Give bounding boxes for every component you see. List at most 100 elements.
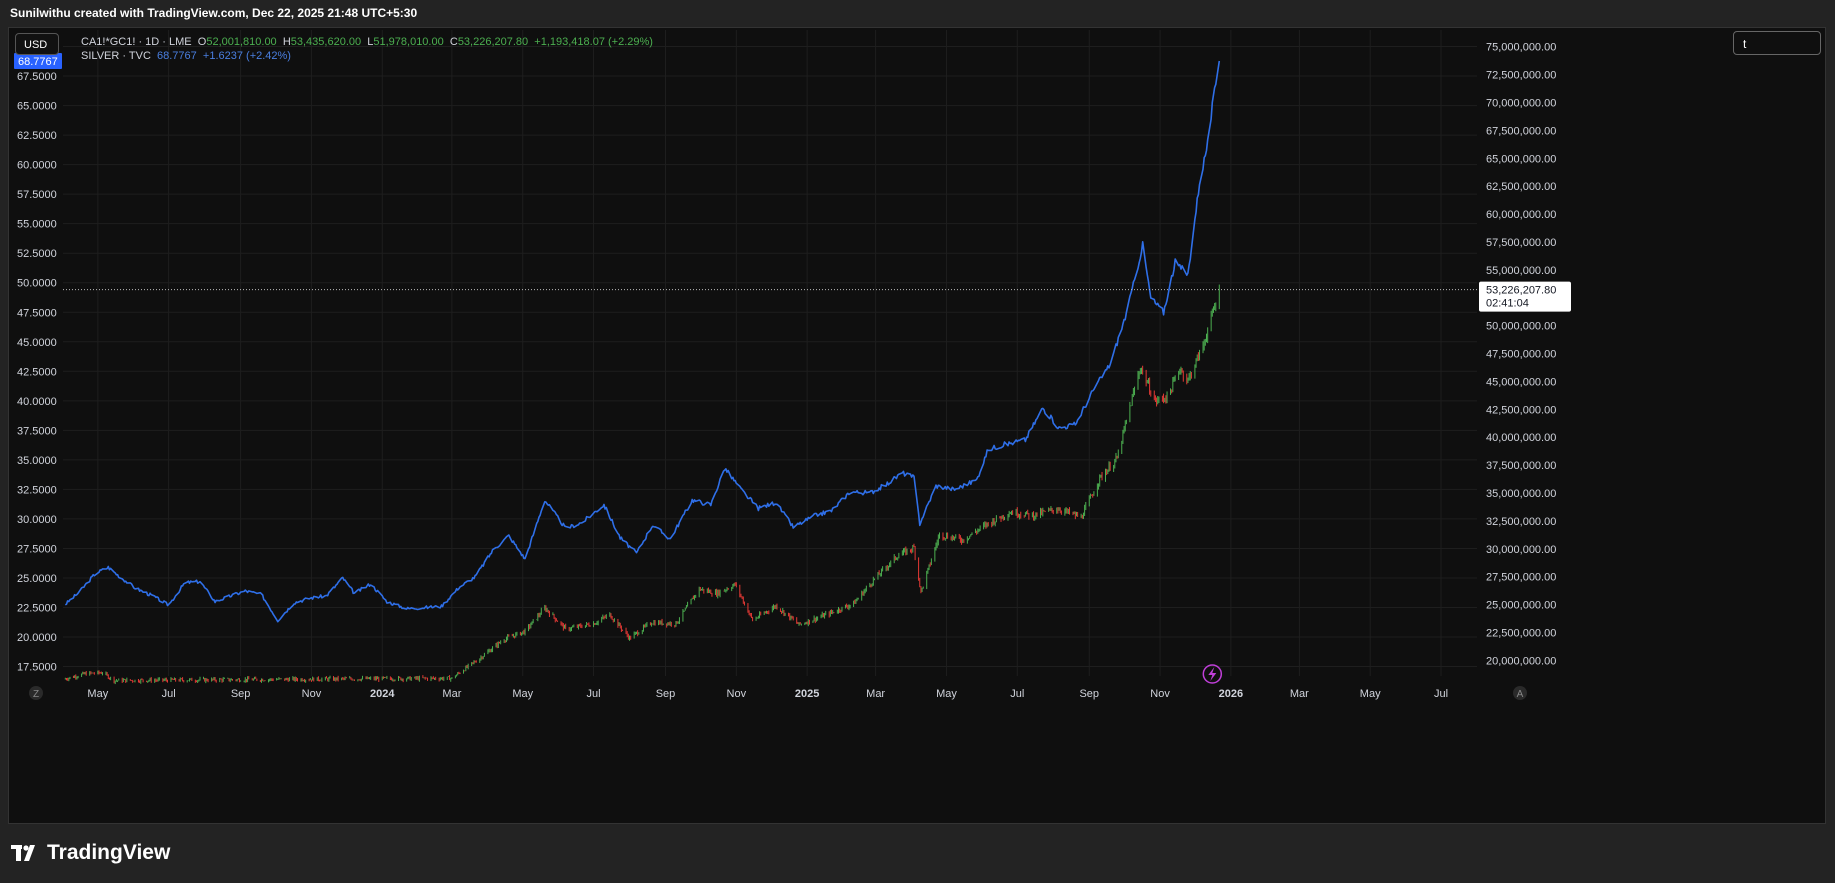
right-tick-label: 55,000,000.00: [1486, 265, 1556, 277]
tradingview-logo[interactable]: TradingView: [11, 841, 170, 865]
legend-open-label: O: [197, 36, 207, 48]
right-tick-label: 37,500,000.00: [1486, 460, 1556, 472]
x-tick-label: Nov: [302, 688, 322, 700]
right-tick-label: 40,000,000.00: [1486, 432, 1556, 444]
legend-main-row[interactable]: CA1!*GC1! · 1D · LME O52,001,810.00 H53,…: [81, 35, 653, 49]
legend-compare-value: 68.7767: [157, 50, 197, 62]
x-tick-label: Mar: [442, 688, 461, 700]
legend-low-value: 51,978,010.00: [373, 36, 444, 48]
legend-main-symbol: CA1!*GC1! · 1D · LME: [81, 36, 192, 48]
legend-open-value: 52,001,810.00: [206, 36, 277, 48]
right-tick-label: 75,000,000.00: [1486, 42, 1556, 54]
left-tick-label: 30.0000: [17, 514, 57, 526]
x-tick-label: 2024: [370, 688, 395, 700]
legend-compare-row[interactable]: SILVER · TVC 68.7767 +1.6237 (+2.42%): [81, 49, 653, 63]
right-tick-label: 47,500,000.00: [1486, 349, 1556, 361]
x-tick-label: May: [936, 688, 957, 700]
left-tick-label: 42.5000: [17, 366, 57, 378]
left-tick-label: 35.0000: [17, 455, 57, 467]
legend-high-value: 53,435,620.00: [290, 36, 362, 48]
left-tick-label: 62.5000: [17, 130, 57, 142]
footer: TradingView: [0, 824, 1835, 883]
log-scale-toggle[interactable]: [29, 686, 43, 700]
chart-panel[interactable]: May Jul Sep Nov 2024 Mar May Jul Sep Nov 2025 Mar Ma…: [8, 27, 1826, 824]
left-tick-label: 25.0000: [17, 573, 57, 585]
right-tick-label: 35,000,000.00: [1486, 488, 1556, 500]
tradingview-logo-icon: [11, 845, 35, 861]
x-tick-label: Nov: [727, 688, 747, 700]
legend-close-value: 53,226,207.80: [457, 36, 529, 48]
symbol-search-input[interactable]: t: [1733, 31, 1821, 55]
right-tick-label: 72,500,000.00: [1486, 70, 1556, 82]
right-tick-label: 57,500,000.00: [1486, 237, 1556, 249]
left-tick-label: 32.5000: [17, 484, 57, 496]
x-tick-label: Sep: [1079, 688, 1099, 700]
right-tick-label: 42,500,000.00: [1486, 404, 1556, 416]
x-tick-label: Mar: [866, 688, 885, 700]
left-tick-label: 20.0000: [17, 632, 57, 644]
left-tick-label: 52.5000: [17, 248, 57, 260]
legend-low-label: L: [367, 36, 374, 48]
silver-series-line[interactable]: [64, 60, 1221, 623]
left-price-badge-value: 68.7767: [18, 56, 58, 68]
x-tick-label: Jul: [1010, 688, 1024, 700]
right-tick-label: 67,500,000.00: [1486, 125, 1556, 137]
left-tick-label: 50.0000: [17, 278, 57, 290]
x-tick-label: Jul: [162, 688, 176, 700]
left-price-badge: [14, 52, 62, 69]
left-tick-label: 67.5000: [17, 71, 57, 83]
x-tick-label: 2025: [795, 688, 819, 700]
log-scale-toggle-label: Z: [33, 689, 39, 700]
right-tick-label: 62,500,000.00: [1486, 181, 1556, 193]
x-tick-label: Nov: [1150, 688, 1170, 700]
left-tick-label: 27.5000: [17, 543, 57, 555]
left-tick-label: 17.5000: [17, 662, 57, 674]
right-tick-label: 25,000,000.00: [1486, 600, 1556, 612]
chart-legend: CA1!*GC1! · 1D · LME O52,001,810.00 H53,…: [81, 35, 653, 63]
legend-main-change: +1,193,418.07 (+2.29%): [534, 36, 653, 48]
chart-credit: Sunilwithu created with TradingView.com,…: [0, 0, 1835, 27]
currency-button[interactable]: USD: [15, 33, 59, 55]
left-tick-label: 57.5000: [17, 189, 57, 201]
x-tick-label: May: [87, 688, 108, 700]
auto-scale-toggle-label: A: [1517, 689, 1524, 700]
price-chart[interactable]: May Jul Sep Nov 2024 Mar May Jul Sep Nov 2025 Mar Ma…: [9, 28, 1825, 823]
right-tick-label: 50,000,000.00: [1486, 321, 1556, 333]
legend-high-label: H: [282, 36, 291, 48]
x-tick-label: Mar: [1290, 688, 1309, 700]
tradingview-brand: TradingView: [47, 841, 171, 864]
right-tick-label: 27,500,000.00: [1486, 572, 1556, 584]
lightning-icon-ring: [1202, 664, 1223, 684]
x-tick-label: May: [1360, 688, 1381, 700]
left-tick-label: 45.0000: [17, 337, 57, 349]
legend-compare-symbol: SILVER · TVC: [81, 50, 151, 62]
x-tick-label: 2026: [1219, 688, 1243, 700]
legend-close-label: C: [449, 36, 458, 48]
right-tick-label: 32,500,000.00: [1486, 516, 1556, 528]
x-tick-label: Sep: [656, 688, 676, 700]
left-tick-label: 22.5000: [17, 603, 57, 615]
right-price-badge: [1479, 281, 1571, 312]
right-price-badge-value: 53,226,207.80: [1486, 285, 1556, 297]
x-tick-label: May: [512, 688, 533, 700]
right-tick-label: 70,000,000.00: [1486, 98, 1556, 110]
x-tick-label: Jul: [1434, 688, 1448, 700]
x-tick-label: Sep: [231, 688, 251, 700]
left-tick-label: 37.5000: [17, 425, 57, 437]
legend-compare-change: +1.6237 (+2.42%): [202, 50, 291, 62]
auto-scale-toggle[interactable]: [1513, 686, 1527, 700]
right-tick-label: 65,000,000.00: [1486, 153, 1556, 165]
right-price-countdown: 02:41:04: [1486, 298, 1529, 310]
lightning-icon-bolt: [1208, 667, 1217, 681]
right-tick-label: 45,000,000.00: [1486, 376, 1556, 388]
right-tick-label: 20,000,000.00: [1486, 655, 1556, 667]
x-tick-label: Jul: [587, 688, 601, 700]
right-tick-label: 30,000,000.00: [1486, 544, 1556, 556]
left-tick-label: 47.5000: [17, 307, 57, 319]
right-tick-label: 22,500,000.00: [1486, 627, 1556, 639]
lightning-icon[interactable]: [1202, 664, 1223, 684]
left-tick-label: 60.0000: [17, 160, 57, 172]
left-tick-label: 55.0000: [17, 219, 57, 231]
right-tick-label: 60,000,000.00: [1486, 209, 1556, 221]
left-tick-label: 40.0000: [17, 396, 57, 408]
